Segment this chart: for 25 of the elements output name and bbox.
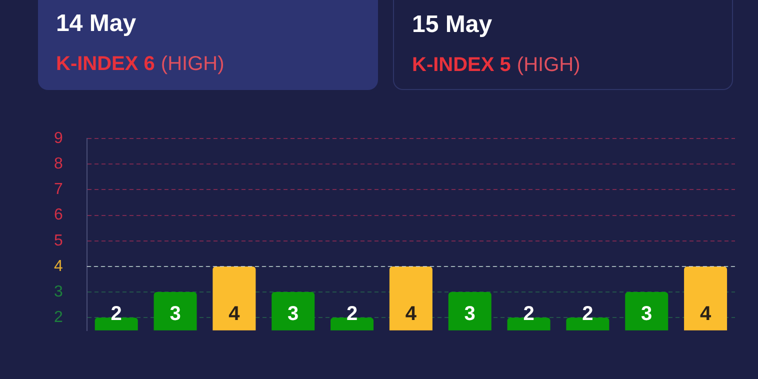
data-label: 3 (464, 302, 476, 325)
y-tick-label: 3 (54, 283, 63, 300)
y-tick-label: 4 (54, 258, 63, 275)
y-tick-label: 8 (54, 156, 63, 173)
data-label: 4 (405, 302, 418, 325)
text: K-INDEX 6 (56, 53, 155, 75)
data-label: 2 (582, 302, 594, 325)
text: K-INDEX 5 (412, 54, 511, 76)
text: (HIGH) (516, 54, 580, 76)
data-label: 2 (523, 302, 534, 325)
text: 15 May (412, 11, 492, 39)
data-label: 3 (288, 302, 299, 325)
y-tick-label: 2 (54, 309, 63, 326)
text: (HIGH) (160, 53, 224, 75)
data-label: 4 (700, 302, 712, 325)
data-label: 3 (641, 302, 652, 325)
data-label: 2 (346, 302, 358, 325)
data-label: 2 (110, 302, 122, 325)
data-label: 4 (228, 302, 241, 325)
text: 14 May (56, 10, 136, 38)
y-tick-label: 9 (54, 130, 63, 148)
y-tick-label: 7 (54, 181, 63, 198)
data-label: 3 (170, 302, 181, 325)
y-tick-label: 5 (54, 232, 63, 250)
y-tick-label: 6 (54, 206, 63, 224)
